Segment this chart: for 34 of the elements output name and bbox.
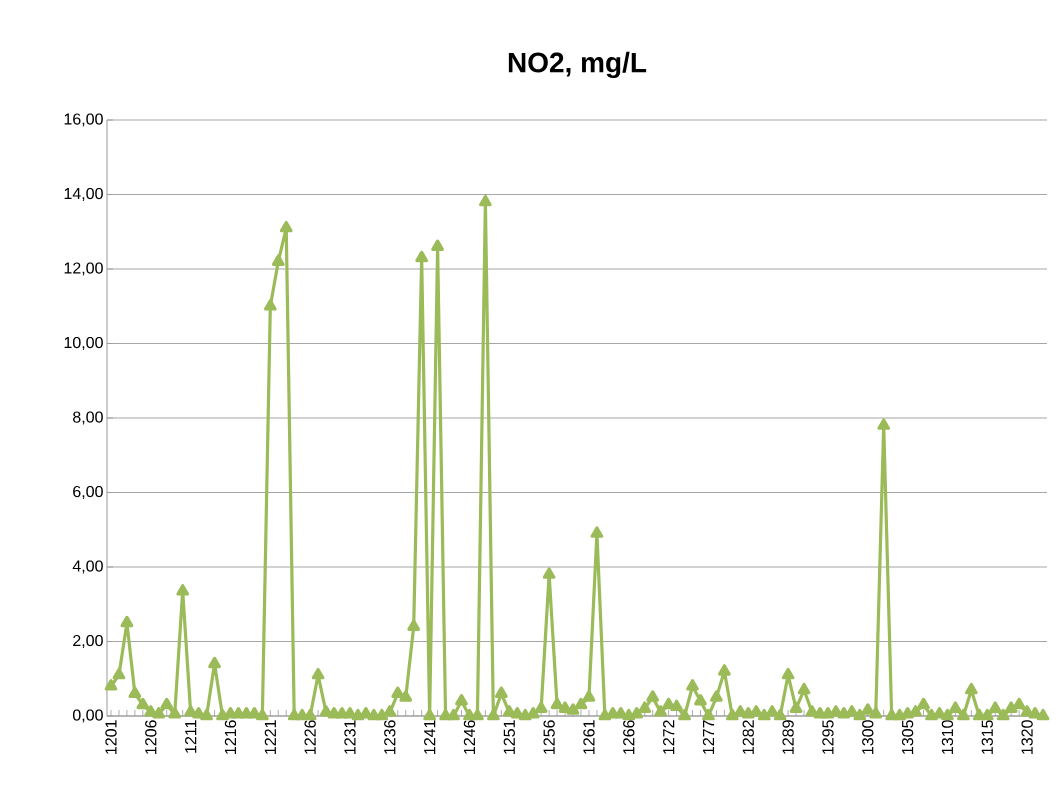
x-tick-label: 1251 bbox=[503, 720, 515, 754]
y-tick-label: 0,00 bbox=[72, 709, 103, 723]
x-tick-label: 1216 bbox=[224, 720, 237, 754]
y-tick-label: 6,00 bbox=[73, 485, 103, 500]
x-tick-label: 1295 bbox=[822, 720, 834, 754]
x-tick-label: 1272 bbox=[663, 720, 675, 754]
y-tick-label: 10,00 bbox=[64, 336, 103, 351]
x-tick-label: 1305 bbox=[901, 720, 914, 754]
x-tick-label: 1256 bbox=[543, 720, 555, 754]
x-tick-label: 1236 bbox=[384, 720, 396, 754]
x-tick-label: 1277 bbox=[702, 720, 715, 754]
x-tick-label: 1315 bbox=[981, 720, 993, 754]
x-tick-label: 1310 bbox=[941, 720, 954, 754]
y-tick-label: 2,00 bbox=[73, 634, 103, 649]
x-tick-label: 1221 bbox=[264, 720, 276, 754]
x-tick-label: 1231 bbox=[344, 720, 356, 754]
y-tick-label: 12,00 bbox=[64, 262, 103, 276]
x-tick-label: 1241 bbox=[424, 720, 436, 754]
y-tick-label: 16,00 bbox=[64, 113, 103, 127]
chart-title: NO2, mg/L bbox=[508, 51, 647, 79]
x-tick-label: 1226 bbox=[304, 720, 316, 754]
x-tick-label: 1282 bbox=[742, 720, 754, 754]
y-tick-label: 4,00 bbox=[72, 560, 103, 574]
x-tick-label: 1266 bbox=[623, 720, 635, 754]
x-tick-label: 1289 bbox=[782, 720, 794, 754]
x-tick-label: 1201 bbox=[105, 720, 117, 754]
y-tick-label: 14,00 bbox=[64, 187, 103, 202]
x-tick-label: 1211 bbox=[185, 720, 197, 753]
x-tick-label: 1246 bbox=[463, 720, 476, 754]
x-tick-label: 1261 bbox=[583, 720, 595, 754]
y-tick-label: 8,00 bbox=[73, 411, 103, 425]
x-tick-label: 1206 bbox=[145, 720, 157, 754]
x-tick-label: 1300 bbox=[862, 720, 874, 754]
x-tick-label: 1320 bbox=[1021, 720, 1033, 754]
